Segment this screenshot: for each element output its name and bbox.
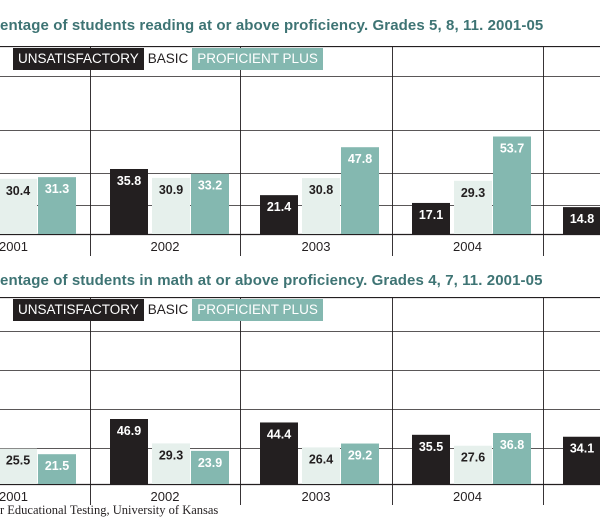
bar-proficient-plus: [191, 173, 229, 234]
data-label-proficient-plus: 53.7: [500, 141, 524, 155]
bar-basic: [454, 445, 492, 484]
bar-basic: [152, 443, 190, 484]
data-label-proficient-plus: 47.8: [348, 152, 372, 166]
legend-unsatisfactory: UNSATISFACTORY: [13, 48, 144, 70]
bar-basic: [302, 447, 340, 484]
data-label-basic: 29.3: [159, 448, 183, 462]
bar-basic: [0, 178, 37, 234]
bar-proficient-plus: [341, 443, 379, 484]
bar-proficient-plus: [38, 177, 76, 234]
legend-basic: BASIC: [147, 302, 189, 317]
x-tick-label: 2001: [0, 239, 28, 254]
gridlines: [0, 46, 600, 256]
legend-basic: BASIC: [147, 51, 189, 66]
data-label-unsatisfactory: 35.8: [117, 174, 141, 188]
data-label-unsatisfactory: 17.1: [419, 208, 443, 222]
data-label-proficient-plus: 23.9: [198, 456, 222, 470]
data-label-basic: 25.5: [6, 454, 30, 468]
data-label-unsatisfactory: 44.4: [267, 427, 291, 441]
math-legend: UNSATISFACTORY BASIC PROFICIENT PLUS: [13, 299, 323, 321]
bar-unsatisfactory: [110, 419, 148, 484]
source-note: r Educational Testing, University of Kan…: [0, 503, 219, 517]
data-label-basic: 27.6: [461, 451, 485, 465]
data-label-proficient-plus: 31.3: [45, 182, 69, 196]
x-tick-label: 2002: [151, 489, 180, 504]
data-label-basic: 29.3: [461, 186, 485, 200]
data-label-proficient-plus: 36.8: [500, 438, 524, 452]
x-tick-label: 2004: [453, 489, 482, 504]
data-label-unsatisfactory: 14.8: [570, 212, 594, 226]
bar-proficient-plus: [191, 450, 229, 484]
data-label-unsatisfactory: 34.1: [570, 442, 594, 456]
bar-unsatisfactory: [260, 195, 298, 234]
x-tick-label: 2003: [302, 489, 331, 504]
bar-unsatisfactory: [110, 168, 148, 234]
data-label-proficient-plus: 21.5: [45, 459, 69, 473]
bar-basic: [0, 448, 37, 484]
data-label-proficient-plus: 29.2: [348, 449, 372, 463]
reading-chart: 30.4 31.3 2001 35.8 30.9 33.2 2002 21.4 30.8 47.8…: [0, 46, 600, 256]
x-tick-label: 2002: [151, 239, 180, 254]
x-tick-label: 2003: [302, 239, 331, 254]
reading-legend: UNSATISFACTORY BASIC PROFICIENT PLUS: [13, 48, 323, 70]
math-chart: 25.5 21.5 2001 46.9 29.3 23.9 2002 44.4 26.4 29.2…: [0, 297, 600, 505]
reading-chart-title: entage of students reading at or above p…: [0, 17, 544, 34]
bar-basic: [152, 177, 190, 234]
data-label-basic: 30.4: [6, 184, 30, 198]
data-label-proficient-plus: 33.2: [198, 179, 222, 193]
bar-unsatisfactory: [563, 207, 600, 234]
data-label-basic: 30.8: [309, 183, 333, 197]
data-label-basic: 26.4: [309, 452, 333, 466]
bar-unsatisfactory: [260, 422, 298, 484]
x-tick-label: 2004: [453, 239, 482, 254]
bar-unsatisfactory: [412, 202, 450, 234]
bar-basic: [454, 180, 492, 234]
bar-proficient-plus: [493, 136, 531, 234]
x-tick-label: 2001: [0, 489, 28, 504]
bar-unsatisfactory: [563, 436, 600, 484]
legend-unsatisfactory: UNSATISFACTORY: [13, 299, 144, 321]
bar-proficient-plus: [38, 454, 76, 484]
bar-proficient-plus: [341, 147, 379, 234]
gridlines: [0, 297, 600, 505]
data-label-basic: 30.9: [159, 183, 183, 197]
bar-basic: [302, 178, 340, 234]
data-label-unsatisfactory: 46.9: [117, 424, 141, 438]
legend-proficient-plus: PROFICIENT PLUS: [192, 299, 323, 321]
bar-proficient-plus: [493, 432, 531, 484]
math-chart-title: entage of students in math at or above p…: [0, 272, 543, 289]
bar-unsatisfactory: [412, 434, 450, 484]
legend-proficient-plus: PROFICIENT PLUS: [192, 48, 323, 70]
data-label-unsatisfactory: 35.5: [419, 440, 443, 454]
data-label-unsatisfactory: 21.4: [267, 200, 291, 214]
